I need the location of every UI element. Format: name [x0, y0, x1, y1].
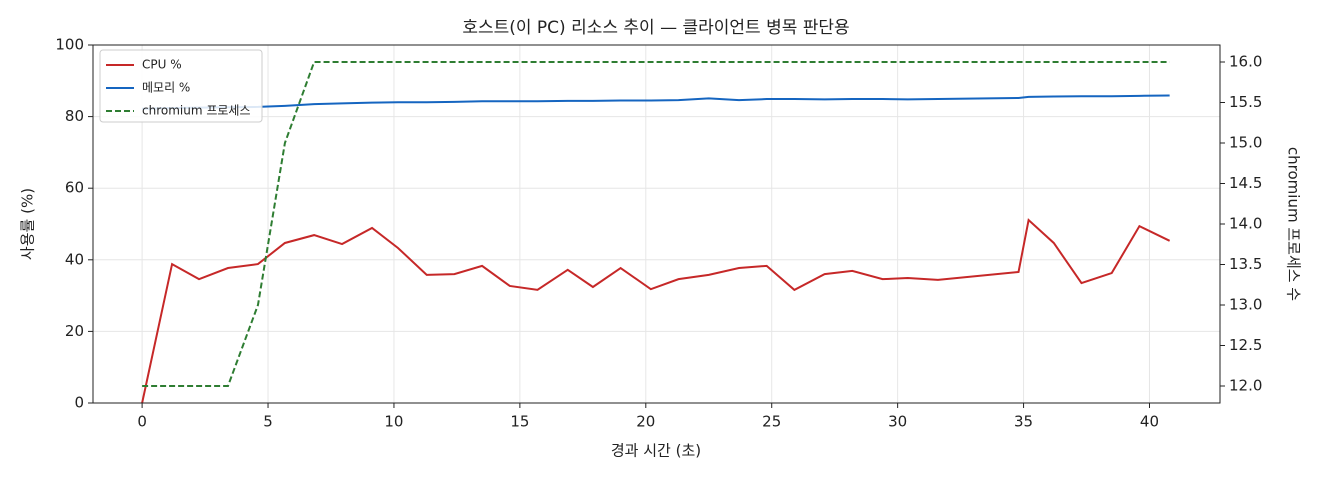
y-tick-label: 0 — [74, 394, 84, 412]
series-line — [142, 61, 1170, 387]
x-tick-label: 40 — [1140, 413, 1159, 431]
x-tick-label: 15 — [510, 413, 529, 431]
legend: CPU % 메모리 % chromium 프로세스 — [99, 49, 263, 123]
y2-tick-label: 12.5 — [1229, 336, 1262, 354]
legend-label: 메모리 % — [142, 81, 190, 95]
y2-tick-label: 13.0 — [1229, 295, 1262, 313]
legend-label: CPU % — [142, 58, 182, 72]
series-line — [141, 218, 1171, 404]
series-line — [142, 94, 1170, 110]
chart-title: 호스트(이 PC) 리소스 추이 — 클라이언트 병목 판단용 — [462, 18, 849, 38]
y-tick-label: 60 — [65, 179, 84, 197]
legend-box — [99, 49, 263, 123]
y2-tick-label: 16.0 — [1229, 53, 1262, 71]
y2-tick-label: 15.0 — [1229, 134, 1262, 152]
y-tick-label: 100 — [55, 36, 84, 54]
y2-tick-label: 14.5 — [1229, 174, 1262, 192]
y-tick-label: 40 — [65, 250, 84, 268]
y2-axis-label: chromium 프로세스 수 — [1285, 147, 1303, 301]
y-tick-label: 20 — [65, 322, 84, 340]
x-tick-label: 35 — [1014, 413, 1033, 431]
y-tick-label: 80 — [65, 107, 84, 125]
x-tick-label: 10 — [384, 413, 403, 431]
x-tick-label: 25 — [762, 413, 781, 431]
y2-tick-label: 12.0 — [1229, 376, 1262, 394]
x-tick-label: 20 — [636, 413, 655, 431]
x-tick-label: 5 — [263, 413, 273, 431]
plot-frame — [92, 44, 1221, 404]
x-axis-label: 경과 시간 (초) — [611, 442, 701, 460]
y-axis-label: 사용률 (%) — [19, 188, 37, 260]
y2-tick-label: 15.5 — [1229, 93, 1262, 111]
y2-tick-label: 13.5 — [1229, 255, 1262, 273]
x-tick-label: 0 — [137, 413, 147, 431]
x-tick-label: 30 — [888, 413, 907, 431]
y2-tick-label: 14.0 — [1229, 215, 1262, 233]
legend-label: chromium 프로세스 — [142, 104, 251, 118]
